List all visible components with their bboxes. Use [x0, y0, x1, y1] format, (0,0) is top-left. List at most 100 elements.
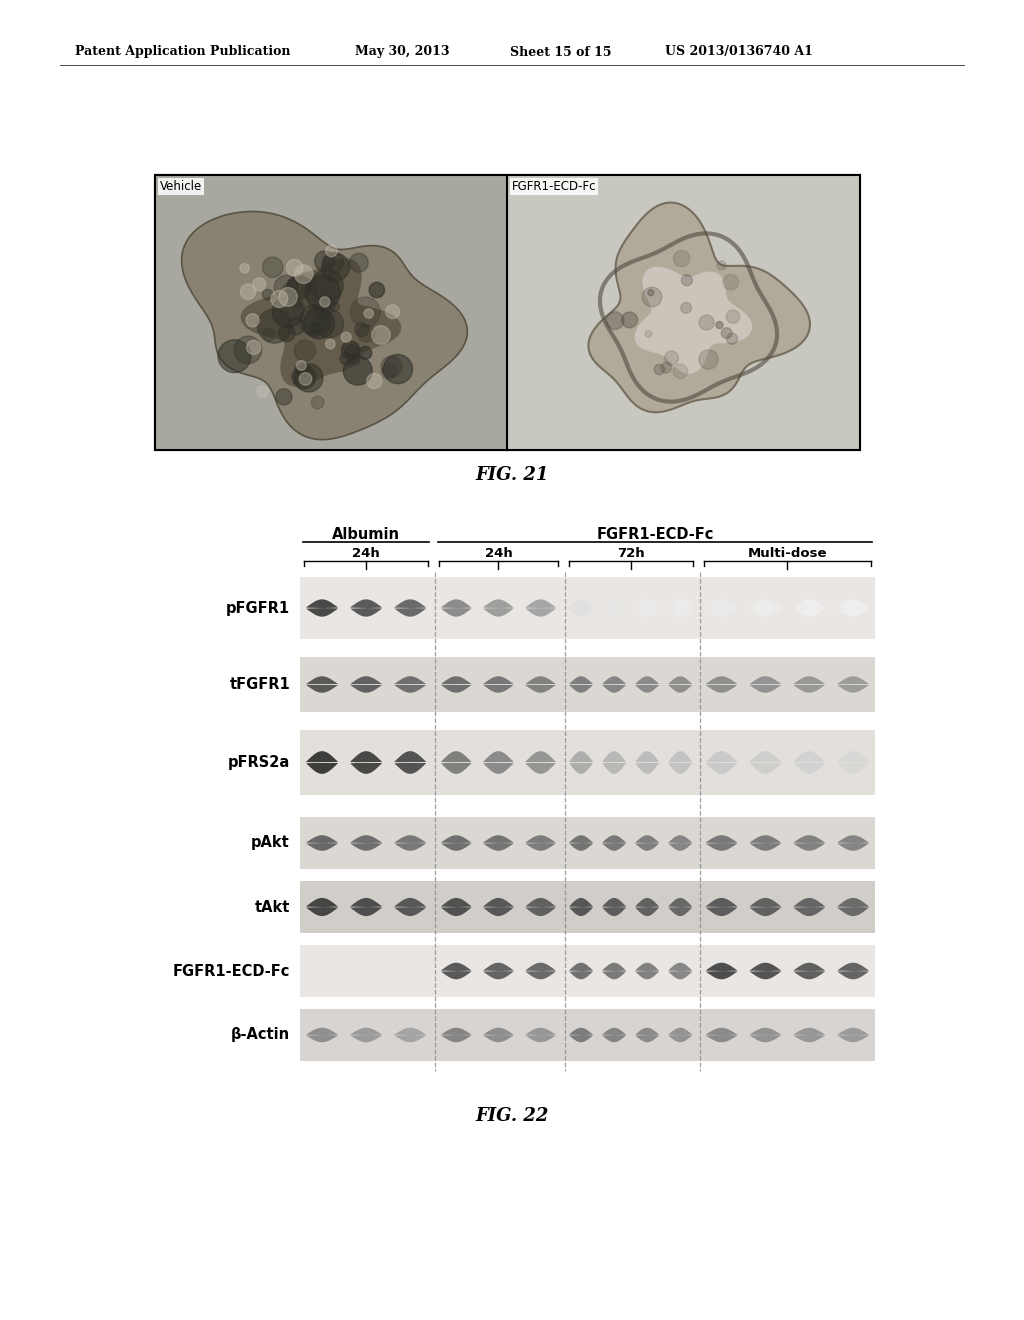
Text: 72h: 72h: [616, 546, 644, 560]
Circle shape: [280, 296, 304, 321]
PathPatch shape: [794, 676, 825, 693]
Circle shape: [681, 302, 691, 313]
Text: β-Actin: β-Actin: [230, 1027, 290, 1043]
Circle shape: [263, 329, 274, 341]
PathPatch shape: [838, 962, 868, 979]
Circle shape: [319, 297, 330, 308]
PathPatch shape: [483, 962, 514, 979]
Circle shape: [674, 251, 690, 267]
PathPatch shape: [525, 599, 556, 616]
PathPatch shape: [750, 599, 781, 616]
Bar: [300, 577, 874, 639]
PathPatch shape: [441, 836, 471, 851]
PathPatch shape: [706, 836, 737, 851]
Text: Multi-dose: Multi-dose: [748, 546, 827, 560]
Circle shape: [218, 339, 251, 372]
Circle shape: [279, 288, 297, 306]
Circle shape: [311, 396, 324, 409]
PathPatch shape: [525, 676, 556, 693]
PathPatch shape: [669, 898, 692, 916]
Circle shape: [345, 345, 359, 359]
PathPatch shape: [635, 267, 753, 374]
PathPatch shape: [602, 599, 626, 616]
Circle shape: [606, 312, 624, 330]
PathPatch shape: [525, 962, 556, 979]
Text: US 2013/0136740 A1: US 2013/0136740 A1: [665, 45, 813, 58]
Circle shape: [294, 341, 315, 362]
Circle shape: [673, 364, 687, 379]
PathPatch shape: [483, 836, 514, 851]
Circle shape: [322, 253, 349, 281]
Circle shape: [660, 362, 672, 374]
PathPatch shape: [589, 202, 810, 412]
Bar: [155, 176, 507, 450]
Circle shape: [287, 259, 303, 276]
Circle shape: [372, 326, 390, 345]
Circle shape: [326, 246, 337, 257]
PathPatch shape: [750, 1028, 781, 1043]
Circle shape: [299, 372, 311, 385]
Bar: [507, 176, 860, 450]
PathPatch shape: [350, 599, 382, 616]
PathPatch shape: [669, 751, 692, 774]
Circle shape: [253, 279, 266, 290]
Circle shape: [340, 352, 352, 366]
Circle shape: [726, 310, 739, 323]
Circle shape: [343, 356, 372, 385]
PathPatch shape: [602, 751, 626, 774]
PathPatch shape: [602, 898, 626, 916]
PathPatch shape: [669, 599, 692, 616]
PathPatch shape: [306, 898, 338, 916]
PathPatch shape: [181, 211, 467, 440]
PathPatch shape: [394, 898, 426, 916]
PathPatch shape: [794, 836, 825, 851]
Circle shape: [297, 360, 306, 371]
Circle shape: [341, 341, 359, 359]
PathPatch shape: [838, 751, 868, 774]
PathPatch shape: [838, 836, 868, 851]
PathPatch shape: [750, 836, 781, 851]
Circle shape: [721, 327, 732, 338]
Text: FGFR1-ECD-Fc: FGFR1-ECD-Fc: [512, 180, 597, 193]
PathPatch shape: [306, 1028, 338, 1043]
PathPatch shape: [483, 751, 514, 774]
Circle shape: [271, 290, 288, 308]
PathPatch shape: [569, 898, 593, 916]
Circle shape: [681, 275, 692, 285]
PathPatch shape: [635, 1028, 659, 1043]
Bar: [155, 176, 860, 450]
Circle shape: [313, 296, 335, 317]
PathPatch shape: [794, 962, 825, 979]
Circle shape: [648, 289, 654, 296]
PathPatch shape: [794, 1028, 825, 1043]
Text: Vehicle: Vehicle: [160, 180, 203, 193]
Circle shape: [349, 354, 360, 364]
Text: FIG. 21: FIG. 21: [475, 466, 549, 484]
PathPatch shape: [441, 962, 471, 979]
PathPatch shape: [483, 898, 514, 916]
PathPatch shape: [569, 676, 593, 693]
Circle shape: [645, 330, 652, 338]
Circle shape: [723, 275, 738, 290]
PathPatch shape: [394, 676, 426, 693]
PathPatch shape: [794, 599, 825, 616]
Circle shape: [234, 337, 262, 364]
PathPatch shape: [350, 836, 382, 851]
Circle shape: [303, 308, 335, 339]
Circle shape: [330, 302, 339, 312]
PathPatch shape: [750, 962, 781, 979]
PathPatch shape: [525, 898, 556, 916]
PathPatch shape: [569, 1028, 593, 1043]
Circle shape: [698, 350, 718, 370]
Circle shape: [654, 364, 665, 375]
Circle shape: [295, 265, 313, 284]
PathPatch shape: [635, 599, 659, 616]
Text: May 30, 2013: May 30, 2013: [355, 45, 450, 58]
Circle shape: [287, 276, 311, 300]
PathPatch shape: [483, 676, 514, 693]
PathPatch shape: [706, 898, 737, 916]
Circle shape: [241, 284, 256, 300]
PathPatch shape: [750, 898, 781, 916]
Circle shape: [262, 257, 283, 277]
PathPatch shape: [306, 836, 338, 851]
